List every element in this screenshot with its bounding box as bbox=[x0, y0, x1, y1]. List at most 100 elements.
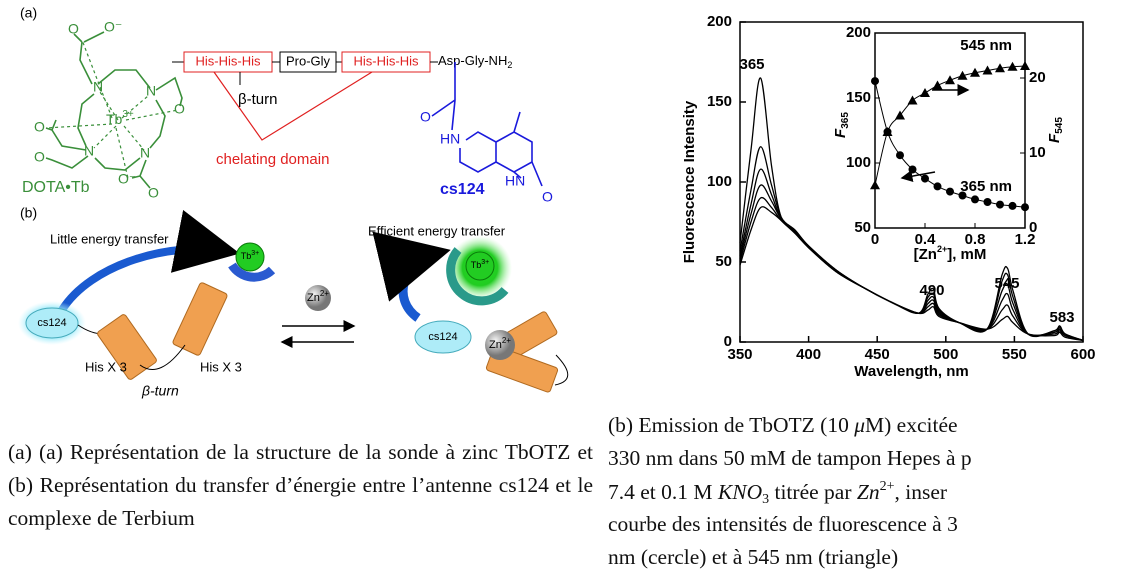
point bbox=[933, 182, 942, 191]
spectrum-line bbox=[739, 196, 1084, 342]
plot-frame bbox=[739, 21, 1084, 343]
caption-b-line: 330 nm dans 50 mM de tampon Hepes à p bbox=[608, 446, 972, 471]
x-tick-label: 450 bbox=[865, 346, 890, 363]
label-part: 545 bbox=[1054, 117, 1065, 134]
scheme: (a) O O⁻ N N O N N O O O⁻ O Tb3+ DOTA•Tb… bbox=[18, 5, 569, 399]
x-tick-label: 600 bbox=[1070, 346, 1095, 363]
point bbox=[958, 191, 967, 200]
point bbox=[1008, 201, 1017, 210]
label-part: 365 bbox=[840, 112, 851, 129]
spectrum-line bbox=[739, 77, 1084, 342]
point bbox=[946, 187, 954, 196]
antenna bbox=[414, 320, 472, 354]
text: (b) Emission de TbOTZ (10 bbox=[608, 413, 855, 437]
label-part: ], mM bbox=[947, 246, 986, 263]
spectrum-line bbox=[739, 184, 1084, 342]
ion: Zn bbox=[489, 339, 502, 351]
peptide-unit: His-His-His bbox=[196, 53, 261, 68]
chelation-lines bbox=[213, 71, 373, 141]
y-tick-label: 200 bbox=[846, 24, 871, 41]
terbium bbox=[465, 251, 495, 281]
spectrum-line bbox=[739, 206, 1084, 342]
y-tick-label: 150 bbox=[846, 89, 871, 106]
point bbox=[1007, 61, 1018, 71]
antenna bbox=[25, 307, 79, 339]
cs124-atoms: O HN HN O cs124 bbox=[420, 109, 553, 205]
point bbox=[896, 151, 904, 160]
point bbox=[907, 95, 918, 105]
label-part: 2+ bbox=[937, 244, 947, 254]
peptide-unit: His-His-His bbox=[354, 53, 419, 68]
peak-label: 490 bbox=[919, 282, 944, 299]
text: μ bbox=[854, 413, 866, 437]
y-tick-label: 50 bbox=[715, 253, 732, 270]
point bbox=[921, 174, 929, 183]
fit-line bbox=[874, 80, 1026, 208]
antenna-label: cs124 bbox=[37, 317, 66, 329]
cs124-bonds bbox=[431, 62, 543, 187]
point bbox=[971, 195, 979, 204]
caption-b-line: nm (cercle) et à 545 nm (triangle) bbox=[608, 545, 898, 570]
point bbox=[908, 165, 917, 174]
helix-label: His X 3 bbox=[85, 359, 127, 374]
series-label: 545 nm bbox=[960, 37, 1012, 54]
ion: Tb bbox=[471, 260, 482, 270]
point bbox=[871, 77, 879, 86]
caption-a: (a) (a) Représentation de la structure d… bbox=[8, 440, 593, 530]
cs124-label: cs124 bbox=[440, 181, 485, 198]
point bbox=[945, 75, 955, 85]
spectrum-line bbox=[739, 168, 1084, 342]
caption-b-line: courbe des intensités de fluorescence à … bbox=[608, 512, 958, 537]
x-tick-label: 400 bbox=[796, 346, 821, 363]
y2-tick-label: 10 bbox=[1029, 144, 1046, 161]
point bbox=[996, 200, 1004, 209]
y-tick-label: 100 bbox=[707, 173, 732, 190]
caption-text: Little energy transfer bbox=[50, 231, 169, 246]
chelator bbox=[446, 247, 509, 306]
energy-arrow bbox=[58, 209, 240, 313]
chelator bbox=[228, 262, 276, 282]
atom: HN bbox=[505, 173, 525, 189]
caption-b-line: 7.4 et 0.1 M KNO3 titrée par Zn2+, inser bbox=[608, 479, 947, 508]
text: titrée par bbox=[769, 480, 857, 504]
caption-b-line: (b) Emission de TbOTZ (10 μM) excitée bbox=[608, 413, 958, 438]
metal-symbol: Tb bbox=[106, 111, 123, 127]
helix bbox=[97, 314, 157, 380]
point bbox=[1020, 61, 1030, 70]
panel-label: (a) bbox=[20, 5, 37, 21]
svg-text:Tb3+: Tb3+ bbox=[241, 250, 260, 262]
energy-arrow bbox=[372, 231, 451, 322]
atom: O⁻ bbox=[118, 171, 136, 187]
domain-label: chelating domain bbox=[216, 151, 329, 168]
label-part: [Zn bbox=[914, 246, 937, 263]
y-tick-label: 150 bbox=[707, 93, 732, 110]
label-part: F bbox=[832, 128, 849, 138]
x-tick-label: 550 bbox=[1002, 346, 1027, 363]
charge: 2+ bbox=[320, 289, 329, 298]
y-label: F365 bbox=[832, 112, 851, 138]
dota-label: DOTA•Tb bbox=[22, 179, 90, 196]
turn-label: β-turn bbox=[141, 383, 179, 399]
point bbox=[982, 65, 993, 75]
y2-tick-label: 0 bbox=[1029, 219, 1037, 236]
x-axis-label: Wavelength, nm bbox=[854, 363, 968, 380]
atom: O bbox=[34, 149, 45, 165]
point bbox=[883, 127, 892, 136]
y2-tick-label: 20 bbox=[1029, 69, 1046, 86]
x-tick-label: 1.2 bbox=[1015, 231, 1036, 248]
x-axis-label: [Zn2+], mM bbox=[914, 244, 987, 263]
turn-label: β-turn bbox=[238, 91, 277, 108]
atom: N bbox=[84, 143, 94, 159]
caption-text: Efficient energy transfer bbox=[368, 223, 506, 238]
point bbox=[983, 198, 992, 206]
peptide-unit: Pro-Gly bbox=[286, 53, 331, 68]
text: nm (cercle) et à 545 nm (triangle) bbox=[608, 545, 899, 569]
peak-label: 365 bbox=[739, 56, 764, 73]
metal-charge: 3+ bbox=[122, 109, 134, 120]
atom: HN bbox=[440, 131, 460, 147]
text: 330 nm dans 50 mM de tampon Hepes à p bbox=[608, 446, 972, 470]
y-tick-label: 100 bbox=[846, 154, 871, 171]
x-tick-label: 350 bbox=[727, 346, 752, 363]
atom: O bbox=[34, 119, 45, 135]
